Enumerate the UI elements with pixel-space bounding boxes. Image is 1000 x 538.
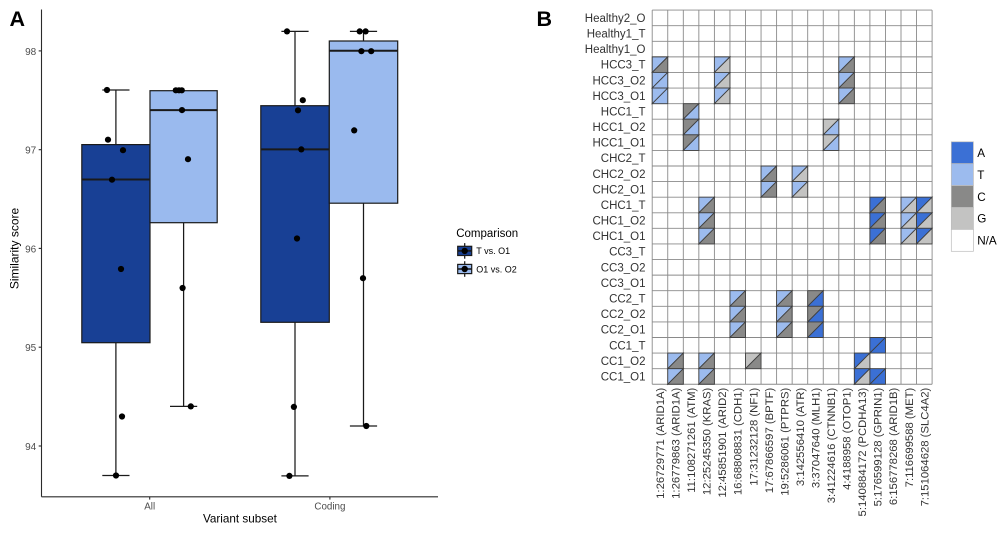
svg-text:O1 vs. O2: O1 vs. O2	[476, 264, 517, 274]
svg-text:All: All	[144, 502, 155, 513]
svg-text:HCC1_O2: HCC1_O2	[592, 122, 645, 134]
svg-text:3:142556410 (ATR): 3:142556410 (ATR)	[795, 387, 807, 486]
svg-text:4:4188958 (OTOP1): 4:4188958 (OTOP1)	[842, 387, 854, 489]
svg-text:CC3_T: CC3_T	[609, 247, 645, 259]
svg-text:12:25245350 (KRAS): 12:25245350 (KRAS)	[702, 387, 714, 495]
svg-text:Healthy1_O: Healthy1_O	[585, 44, 646, 56]
svg-text:CC1_T: CC1_T	[609, 340, 645, 352]
svg-text:5:140884172 (PCDHA13): 5:140884172 (PCDHA13)	[857, 387, 869, 516]
svg-text:CHC1_T: CHC1_T	[601, 200, 646, 212]
svg-text:HCC3_O2: HCC3_O2	[592, 75, 645, 87]
svg-text:CHC2_T: CHC2_T	[601, 153, 646, 165]
svg-text:95: 95	[25, 343, 37, 354]
svg-text:Coding: Coding	[314, 502, 345, 513]
svg-text:1:26729771 (ARID1A): 1:26729771 (ARID1A)	[655, 387, 667, 498]
svg-text:7:151064628 (SLC4A2): 7:151064628 (SLC4A2)	[919, 387, 931, 506]
svg-text:3:37047640 (MLH1): 3:37047640 (MLH1)	[811, 387, 823, 488]
svg-text:N/A: N/A	[977, 235, 997, 248]
svg-text:19:5286061 (PTPRS): 19:5286061 (PTPRS)	[779, 387, 791, 495]
svg-text:C: C	[977, 191, 985, 204]
svg-text:5:176599128 (GPRIN1): 5:176599128 (GPRIN1)	[873, 387, 885, 506]
svg-text:7:116699588 (MET): 7:116699588 (MET)	[904, 387, 916, 487]
svg-text:97: 97	[25, 146, 37, 157]
svg-text:CC2_O2: CC2_O2	[601, 309, 646, 321]
svg-text:CHC1_O2: CHC1_O2	[592, 216, 645, 228]
svg-text:17:67866597 (BPTF): 17:67866597 (BPTF)	[764, 387, 776, 493]
svg-text:A: A	[10, 7, 26, 31]
svg-text:94: 94	[25, 442, 37, 453]
svg-text:HCC3_O1: HCC3_O1	[592, 91, 645, 103]
svg-text:CHC2_O2: CHC2_O2	[592, 169, 645, 181]
svg-text:A: A	[977, 147, 985, 160]
svg-text:Comparison: Comparison	[456, 228, 518, 240]
svg-text:CHC1_O1: CHC1_O1	[592, 231, 645, 243]
svg-text:CC2_O1: CC2_O1	[601, 325, 646, 337]
svg-text:CC3_O2: CC3_O2	[601, 262, 646, 274]
svg-text:17:31232128 (NF1): 17:31232128 (NF1)	[748, 387, 760, 485]
svg-text:Variant subset: Variant subset	[203, 513, 278, 526]
svg-text:T vs. O1: T vs. O1	[476, 246, 510, 256]
svg-text:Healthy1_T: Healthy1_T	[587, 29, 646, 41]
svg-text:1:26779863 (ARID1A): 1:26779863 (ARID1A)	[671, 387, 683, 498]
svg-text:11:108271261 (ATM): 11:108271261 (ATM)	[686, 387, 698, 492]
svg-text:HCC1_T: HCC1_T	[601, 106, 646, 118]
svg-text:T: T	[977, 169, 984, 182]
svg-text:CHC2_O1: CHC2_O1	[592, 184, 645, 196]
svg-text:Similarity score: Similarity score	[8, 208, 22, 290]
svg-text:6:156778268 (ARID1B): 6:156778268 (ARID1B)	[888, 387, 900, 505]
svg-text:HCC3_T: HCC3_T	[601, 60, 646, 72]
svg-text:CC2_T: CC2_T	[609, 294, 645, 306]
svg-text:HCC1_O1: HCC1_O1	[592, 138, 645, 150]
svg-text:Healthy2_O: Healthy2_O	[585, 13, 646, 25]
svg-text:CC1_O1: CC1_O1	[601, 372, 646, 384]
svg-text:CC3_O1: CC3_O1	[601, 278, 646, 290]
svg-text:G: G	[977, 213, 986, 226]
svg-text:CC1_O2: CC1_O2	[601, 356, 646, 368]
svg-text:B: B	[537, 7, 553, 31]
svg-text:16:68808831 (CDH1): 16:68808831 (CDH1)	[733, 387, 745, 495]
svg-text:96: 96	[25, 244, 37, 255]
svg-text:3:41224616 (CTNNB1): 3:41224616 (CTNNB1)	[826, 387, 838, 503]
svg-text:12:45851901 (ARID2): 12:45851901 (ARID2)	[717, 387, 729, 497]
svg-text:98: 98	[25, 47, 37, 58]
